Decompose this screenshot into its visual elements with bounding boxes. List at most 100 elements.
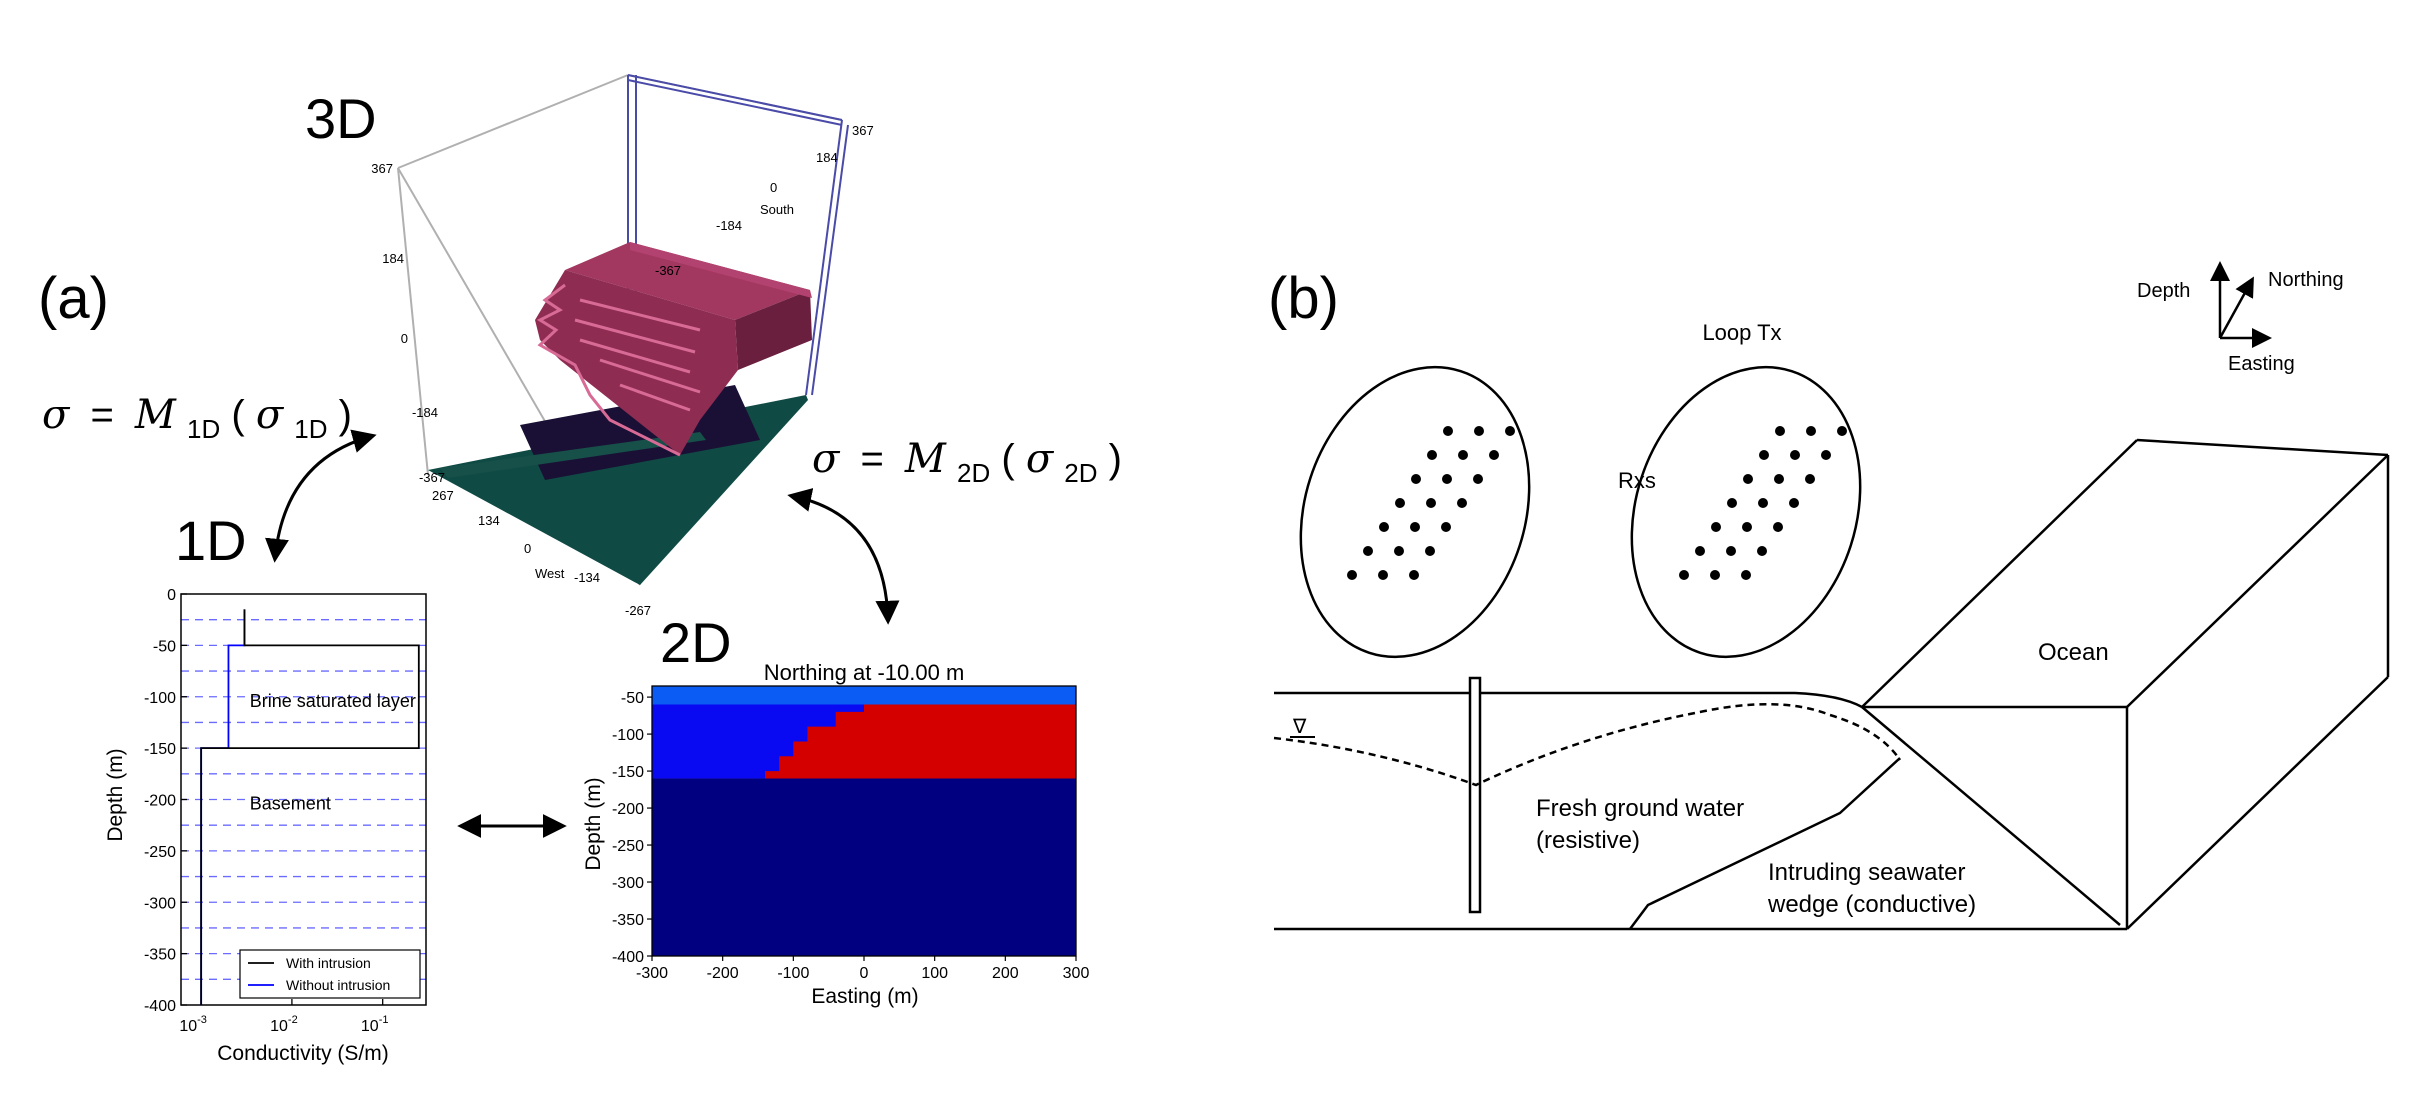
plot-2d-ytick-label: -50 — [621, 690, 644, 707]
receiver-dot — [1473, 474, 1483, 484]
south-tick-3: 0 — [770, 180, 777, 195]
plot-2d-xtick-label: -200 — [707, 965, 739, 982]
west-tick-4: -134 — [574, 570, 600, 585]
west-tick-5: -267 — [625, 603, 651, 618]
receiver-dot — [1679, 570, 1689, 580]
view-3d-west-ticks: 267 134 0 -134 -267 West — [432, 488, 651, 618]
receiver-dot — [1379, 522, 1389, 532]
plot-1d-ytick-label: -50 — [153, 638, 176, 655]
plot-2d-xtick-label: 300 — [1063, 965, 1090, 982]
view-2d-label: 2D — [660, 611, 732, 674]
plot-2d-ytick-label: -200 — [612, 801, 644, 818]
plot-2d-region-basement — [652, 778, 1076, 956]
view-3d-z-ticks: 367 184 0 -184 -367 — [371, 161, 445, 485]
plot-2d: -300 -200 -100 0 100 200 300 -50 -100 -150 -200 -25… — [612, 685, 1090, 982]
plot-1d-ytick-label: -250 — [144, 844, 176, 861]
receiver-dot — [1805, 474, 1815, 484]
ocean-label: Ocean — [2038, 639, 2109, 666]
z-tick-2: 184 — [382, 251, 404, 266]
ground-section — [1274, 438, 2390, 931]
plot-1d-annotation: Brine saturated layer — [250, 691, 416, 711]
south-tick-2: 184 — [816, 150, 838, 165]
west-axis-label: West — [535, 566, 565, 581]
z-tick-1: 367 — [371, 161, 393, 176]
receiver-dot — [1411, 474, 1421, 484]
loop-tx-left — [1299, 365, 1531, 659]
plot-1d-legend-label: With intrusion — [286, 955, 371, 971]
receiver-dot — [1773, 522, 1783, 532]
loop-tx-label: Loop Tx — [1702, 320, 1781, 345]
compass — [2210, 261, 2272, 348]
plot-1d-ytick-label: -350 — [144, 947, 176, 964]
view-3d-base-light-band — [440, 432, 706, 478]
receiver-dot — [1457, 498, 1467, 508]
plot-2d-xtick-label: -100 — [777, 965, 809, 982]
fresh-water-label-1: Fresh ground water — [1536, 795, 1744, 822]
plot-2d-ytick-label: -100 — [612, 727, 644, 744]
receiver-dot — [1774, 474, 1784, 484]
plot-2d-ytick-label: -300 — [612, 875, 644, 892]
receiver-dots — [1347, 426, 1847, 580]
receiver-dot — [1727, 498, 1737, 508]
formula-1d: σ = M 1D ( σ 1D ) — [42, 392, 352, 447]
fresh-water-label-2: (resistive) — [1536, 827, 1640, 854]
receiver-dot — [1378, 570, 1388, 580]
view-3d-south-ticks: 367 184 0 -184 -367 South — [655, 123, 874, 278]
receiver-dot — [1442, 474, 1452, 484]
water-table — [1273, 703, 1902, 787]
plot-1d-legend: With intrusion Without intrusion — [239, 949, 421, 999]
svg-text:σ = M 1D: σ = M 1D ( σ 1D ) — [42, 392, 352, 447]
receiver-dot — [1806, 426, 1816, 436]
svg-text:σ = M 2D: σ = M 2D ( σ 2D ) — [812, 436, 1122, 491]
plot-2d-xtick-label: 200 — [992, 965, 1019, 982]
panel-b-label: (b) — [1268, 266, 1339, 331]
formula-2d: σ = M 2D ( σ 2D ) — [812, 436, 1122, 491]
receiver-dot — [1458, 450, 1468, 460]
plot-2d-ytick-label: -250 — [612, 838, 644, 855]
plot-2d-xtick-label: 0 — [860, 965, 869, 982]
view-3d-intrusion-steps — [536, 283, 701, 457]
receiver-dot — [1425, 546, 1435, 556]
receiver-dot — [1427, 450, 1437, 460]
receiver-dot — [1695, 546, 1705, 556]
well — [1468, 676, 1482, 914]
receiver-dot — [1394, 546, 1404, 556]
view-3d: 3D — [305, 74, 874, 618]
receiver-dot — [1743, 474, 1753, 484]
plot-2d-xtick-label: -300 — [636, 965, 668, 982]
view-3d-axis-frame — [627, 74, 849, 396]
west-tick-1: 267 — [432, 488, 454, 503]
plot-2d-xlabel: Easting (m) — [811, 985, 918, 1008]
receiver-dot — [1395, 498, 1405, 508]
receiver-dot — [1489, 450, 1499, 460]
plot-1d-legend-box — [239, 949, 421, 999]
south-tick-1: 367 — [852, 123, 874, 138]
receiver-dot — [1474, 426, 1484, 436]
compass-depth: Depth — [2137, 280, 2190, 302]
z-tick-3: 0 — [401, 331, 408, 346]
receiver-dot — [1347, 570, 1357, 580]
receiver-dot — [1505, 426, 1515, 436]
receiver-dot — [1426, 498, 1436, 508]
south-tick-5: -367 — [655, 263, 681, 278]
plot-2d-ytick-label: -350 — [612, 912, 644, 929]
view-3d-label: 3D — [305, 87, 377, 150]
receiver-dot — [1726, 546, 1736, 556]
west-tick-3: 0 — [524, 541, 531, 556]
view-1d-label: 1D — [175, 509, 247, 572]
plot-1d-ytick-label: -300 — [144, 895, 176, 912]
plot-1d-xtick-label: 10-1 — [361, 1014, 389, 1035]
receiver-dot — [1363, 546, 1373, 556]
plot-2d-title: Northing at -10.00 m — [764, 660, 965, 685]
plot-2d-ytick-label: -150 — [612, 764, 644, 781]
plot-1d-series — [200, 609, 246, 1005]
south-tick-4: -184 — [716, 218, 742, 233]
receiver-dot — [1741, 570, 1751, 580]
receiver-dot — [1757, 546, 1767, 556]
compass-northing: Northing — [2268, 269, 2344, 291]
z-tick-5: -367 — [419, 470, 445, 485]
water-table-symbol: ∇ — [1292, 716, 1307, 738]
